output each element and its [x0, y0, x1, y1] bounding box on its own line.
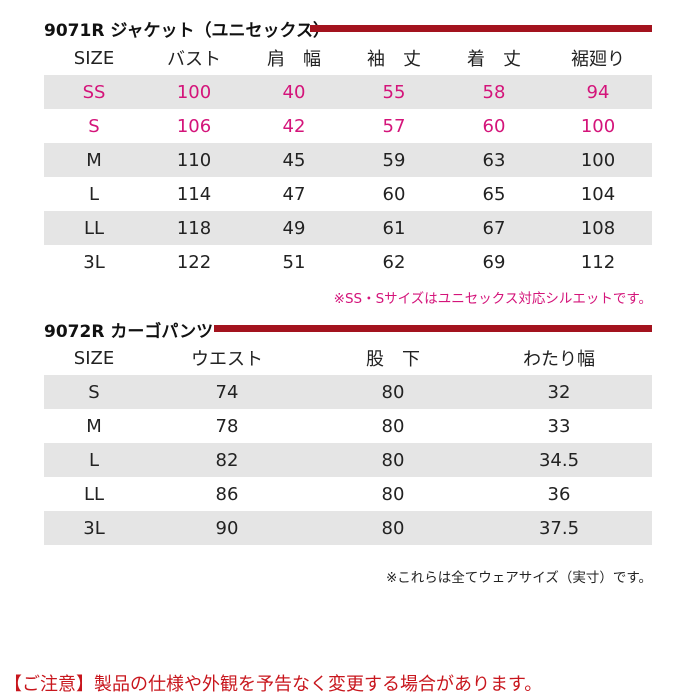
- cell: 78: [215, 415, 239, 437]
- cell: 45: [282, 149, 306, 171]
- caution-notice: 【ご注意】製品の仕様や外観を予告なく変更する場合があります。: [4, 674, 543, 695]
- cell: 80: [381, 483, 405, 505]
- cell: 106: [176, 115, 212, 137]
- cell: 60: [382, 183, 406, 205]
- jacket-row-ll: LL 118 49 61 67 108: [44, 211, 652, 245]
- cell: 3L: [83, 517, 105, 539]
- pants-row-m: M 78 80 33: [44, 409, 652, 443]
- jacket-unisex-note: ※SS・Sサイズはユニセックス対応シルエットです。: [333, 291, 652, 307]
- cell: 114: [176, 183, 212, 205]
- pants-row-l: L 82 80 34.5: [44, 443, 652, 477]
- cell: M: [86, 415, 102, 437]
- cell: 37.5: [538, 517, 580, 539]
- cell: 51: [282, 251, 306, 273]
- cell: SS: [82, 81, 106, 103]
- jacket-size-table: SIZE バスト 肩 幅 袖 丈 着 丈 裾廻り SS 100 40 55 58…: [44, 41, 652, 279]
- jacket-row-l: L 114 47 60 65 104: [44, 177, 652, 211]
- cell: 112: [580, 251, 616, 273]
- cell: 59: [382, 149, 406, 171]
- cell: 65: [482, 183, 506, 205]
- cell: L: [88, 449, 100, 471]
- pants-row-3l: 3L 90 80 37.5: [44, 511, 652, 545]
- pants-header-waist: ウエスト: [191, 349, 263, 370]
- cell: 100: [176, 81, 212, 103]
- cell: 55: [382, 81, 406, 103]
- cell: 82: [215, 449, 239, 471]
- cell: 58: [482, 81, 506, 103]
- jacket-title: 9071R ジャケット（ユニセックス）: [44, 20, 330, 41]
- pants-size-table: SIZE ウエスト 股 下 わたり幅 S 74 80 32 M 78 80 33…: [44, 341, 652, 545]
- jacket-header-bust: バスト: [167, 49, 221, 70]
- cell: 80: [381, 449, 405, 471]
- cell: 49: [282, 217, 306, 239]
- cell: 42: [282, 115, 306, 137]
- cell: 80: [381, 415, 405, 437]
- jacket-row-ss: SS 100 40 55 58 94: [44, 75, 652, 109]
- cell: 110: [176, 149, 212, 171]
- cell: 47: [282, 183, 306, 205]
- cell: 80: [381, 381, 405, 403]
- jacket-header-sleeve: 袖 丈: [367, 49, 421, 70]
- cell: 33: [547, 415, 571, 437]
- cell: S: [88, 381, 100, 403]
- cell: S: [88, 115, 100, 137]
- cell: 100: [580, 115, 616, 137]
- cell: 104: [580, 183, 616, 205]
- cell: 80: [381, 517, 405, 539]
- jacket-row-m: M 110 45 59 63 100: [44, 143, 652, 177]
- cell: M: [86, 149, 102, 171]
- cell: 67: [482, 217, 506, 239]
- jacket-header-hem: 裾廻り: [571, 49, 625, 70]
- cell: 32: [547, 381, 571, 403]
- jacket-header-shoulder: 肩 幅: [267, 49, 321, 70]
- cell: 100: [580, 149, 616, 171]
- cell: LL: [83, 217, 105, 239]
- jacket-header-length: 着 丈: [467, 49, 521, 70]
- measurement-footnote: ※これらは全てウェアサイズ（実寸）です。: [385, 570, 652, 586]
- jacket-title-bar: [310, 25, 652, 32]
- cell: 69: [482, 251, 506, 273]
- pants-row-ll: LL 86 80 36: [44, 477, 652, 511]
- pants-header-inseam: 股 下: [366, 349, 420, 370]
- cell: 63: [482, 149, 506, 171]
- pants-header-size: SIZE: [73, 347, 115, 369]
- jacket-header-size: SIZE: [73, 47, 115, 69]
- cell: 61: [382, 217, 406, 239]
- pants-header-row: SIZE ウエスト 股 下 わたり幅: [44, 341, 652, 375]
- cell: 60: [482, 115, 506, 137]
- cell: 94: [586, 81, 610, 103]
- jacket-row-3l: 3L 122 51 62 69 112: [44, 245, 652, 279]
- cell: 40: [282, 81, 306, 103]
- cell: 122: [176, 251, 212, 273]
- cell: 90: [215, 517, 239, 539]
- cell: 74: [215, 381, 239, 403]
- pants-header-thigh: わたり幅: [523, 349, 595, 370]
- cell: 86: [215, 483, 239, 505]
- cell: LL: [83, 483, 105, 505]
- cell: 3L: [83, 251, 105, 273]
- cell: 108: [580, 217, 616, 239]
- pants-title: 9072R カーゴパンツ: [44, 321, 214, 342]
- cell: 57: [382, 115, 406, 137]
- cell: 118: [176, 217, 212, 239]
- cell: L: [88, 183, 100, 205]
- cell: 34.5: [538, 449, 580, 471]
- cell: 36: [547, 483, 571, 505]
- jacket-row-s: S 106 42 57 60 100: [44, 109, 652, 143]
- jacket-header-row: SIZE バスト 肩 幅 袖 丈 着 丈 裾廻り: [44, 41, 652, 75]
- cell: 62: [382, 251, 406, 273]
- pants-title-bar: [214, 325, 652, 332]
- pants-row-s: S 74 80 32: [44, 375, 652, 409]
